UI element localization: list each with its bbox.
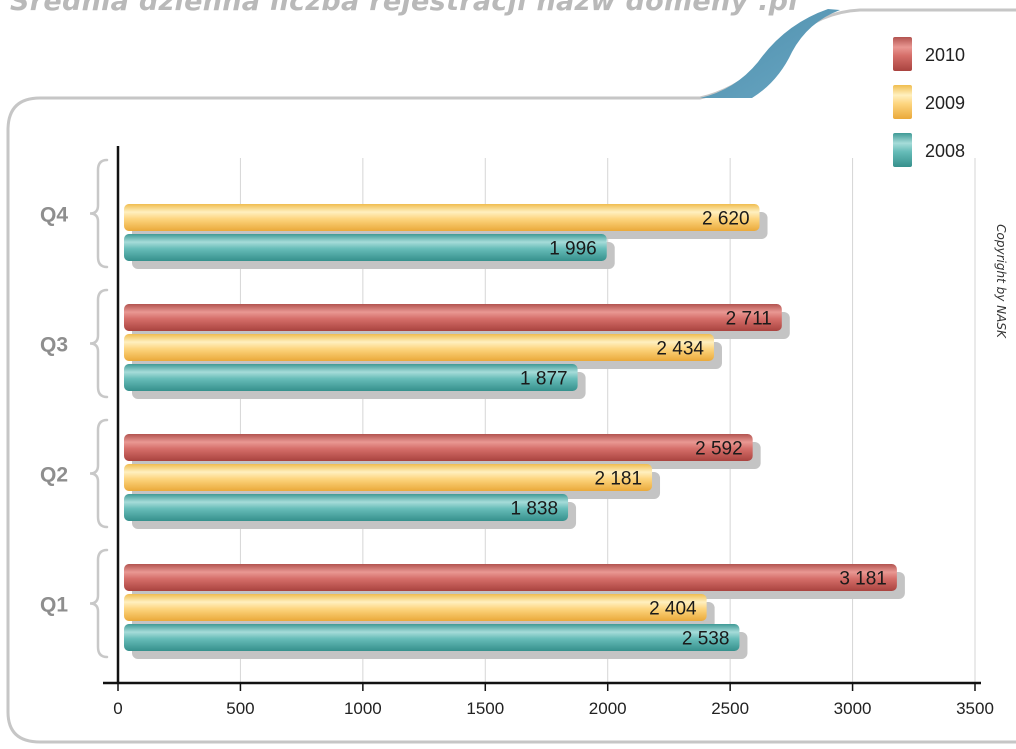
bar-2010-Q2 xyxy=(124,434,753,461)
bar-2010-Q1 xyxy=(124,564,897,591)
category-label-Q3: Q3 xyxy=(40,334,68,357)
legend-label-2010: 2010 xyxy=(925,45,965,65)
bar-2009-Q3 xyxy=(124,334,714,361)
category-label-Q2: Q2 xyxy=(40,464,68,487)
bar-value-label: 2 404 xyxy=(649,599,697,620)
x-tick-label: 2500 xyxy=(711,699,749,718)
frame-swoosh xyxy=(700,9,840,98)
chart-title: Średnia dzienna liczba rejestracji nazw … xyxy=(10,0,798,17)
category-brace-Q1 xyxy=(89,548,109,659)
bar-value-label: 3 181 xyxy=(839,569,887,590)
category-brace-Q4 xyxy=(89,158,109,269)
x-tick-label: 2000 xyxy=(589,699,627,718)
category-label-Q4: Q4 xyxy=(40,204,68,227)
bar-value-label: 1 996 xyxy=(549,239,597,260)
category-label-Q1: Q1 xyxy=(40,594,68,617)
x-tick-label: 3500 xyxy=(956,699,994,718)
legend-label-2009: 2009 xyxy=(925,93,965,113)
category-labels: Q1 Q2 Q3 Q4 xyxy=(40,204,68,617)
bars xyxy=(124,204,897,651)
bar-2009-Q4 xyxy=(124,204,760,231)
bar-value-label: 1 877 xyxy=(520,369,568,390)
legend-swatch-2008 xyxy=(893,133,912,167)
bar-2008-Q1 xyxy=(124,624,740,651)
x-tick-label: 1500 xyxy=(466,699,504,718)
legend-label-2008: 2008 xyxy=(925,141,965,161)
x-tick-label: 1000 xyxy=(344,699,382,718)
bar-value-label: 2 538 xyxy=(682,629,730,650)
bar-value-label: 2 592 xyxy=(695,439,743,460)
bar-value-label: 2 711 xyxy=(726,309,772,330)
copyright-text: Copyright by NASK xyxy=(994,224,1008,339)
x-tick-label: 500 xyxy=(226,699,254,718)
bar-value-label: 2 434 xyxy=(656,339,704,360)
bar-2008-Q4 xyxy=(124,234,607,261)
bar-value-label: 1 838 xyxy=(511,499,559,520)
legend-swatch-2010 xyxy=(893,37,912,71)
bar-2010-Q3 xyxy=(124,304,782,331)
x-tick-label: 3000 xyxy=(834,699,872,718)
legend: 2010 2009 2008 xyxy=(893,37,965,167)
x-axis-ticks: 0 500 1000 1500 2000 2500 3000 3500 xyxy=(113,683,994,718)
bar-2009-Q1 xyxy=(124,594,707,621)
bar-labels: 3 181 2 404 2 538 2 592 2 181 1 838 2 711 2 434… xyxy=(511,209,887,650)
bar-value-label: 2 181 xyxy=(594,469,642,490)
x-tick-label: 0 xyxy=(113,699,122,718)
bar-2009-Q2 xyxy=(124,464,653,491)
axes xyxy=(103,146,981,685)
bar-2008-Q2 xyxy=(124,494,569,521)
legend-swatch-2009 xyxy=(893,85,912,119)
category-brace-Q3 xyxy=(89,288,109,399)
bar-value-label: 2 620 xyxy=(702,209,750,230)
bar-2008-Q3 xyxy=(124,364,578,391)
category-brace-Q2 xyxy=(89,418,109,529)
category-braces xyxy=(89,158,109,659)
